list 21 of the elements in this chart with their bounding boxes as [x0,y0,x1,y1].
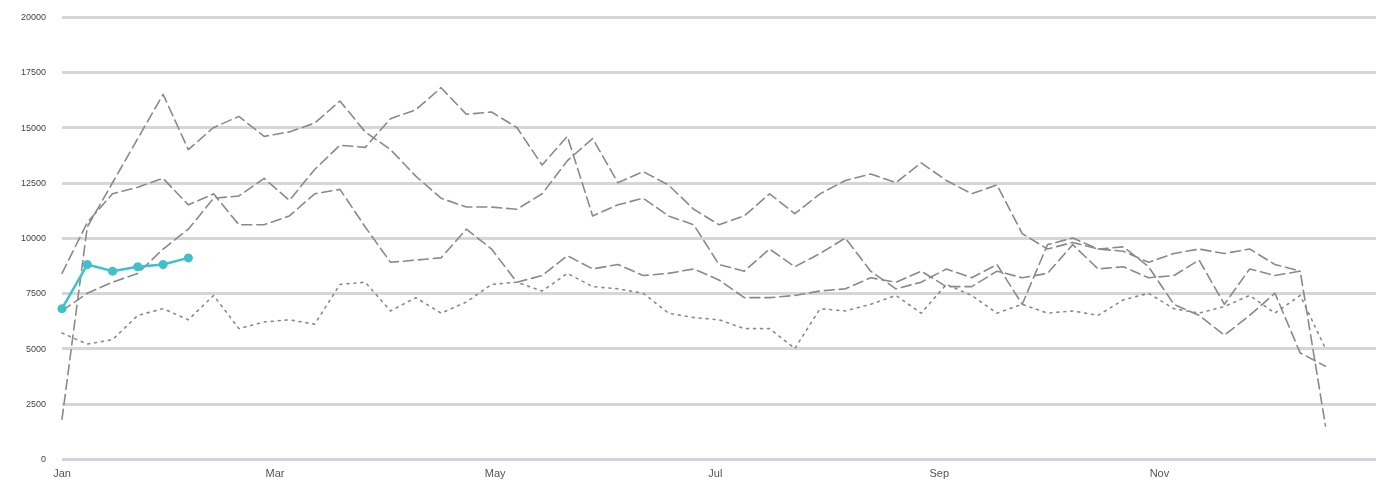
x-tick-label: Jan [53,466,71,479]
x-tick-label: Mar [265,466,285,479]
point [133,262,143,272]
y-tick-label: 20000 [20,12,46,22]
y-tick-label: 12500 [20,177,46,188]
x-tick-label: Sep [929,466,949,479]
point [158,260,168,270]
y-tick-label: 7500 [25,288,46,299]
y-tick-label: 5000 [25,343,46,354]
x-tick-label: May [484,466,507,479]
x-tick-label: Nov [1149,466,1170,479]
point [108,266,118,276]
y-tick-label: 2500 [25,398,46,409]
y-tick-label: 17500 [20,67,46,78]
point [183,253,193,263]
point [57,304,67,314]
point [82,260,92,270]
y-tick-label: 10000 [20,233,46,243]
y-tick-label: 15000 [20,122,46,133]
x-tick-label: Jul [708,466,723,479]
y-tick-label: 0 [40,454,46,464]
